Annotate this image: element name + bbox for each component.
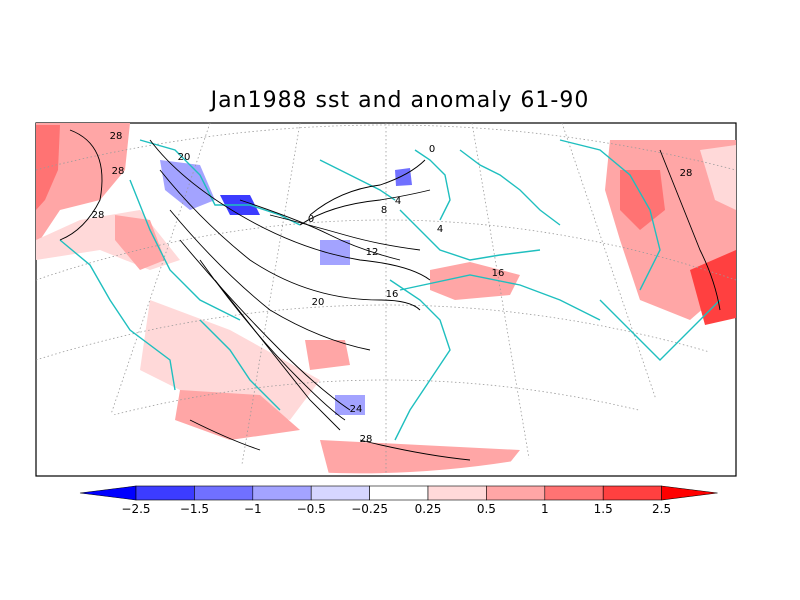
colorbar-segment (544, 485, 604, 501)
contour-label: 28 (110, 131, 123, 142)
colorbar-tick-label: 1 (541, 502, 549, 516)
colorbar-tick-label: −1.5 (180, 502, 209, 516)
anomaly-patch (320, 240, 350, 265)
colorbar-tick-label: 0.25 (415, 502, 442, 516)
anomaly-patch (305, 340, 350, 370)
contour-label: 8 (381, 205, 387, 216)
contour-label: 0 (429, 144, 435, 155)
anomaly-patch (430, 262, 520, 300)
anomaly-patch (140, 300, 320, 420)
contour-label: 24 (350, 404, 363, 415)
contour-label: 4 (437, 224, 443, 235)
anomaly-patch (700, 145, 736, 210)
anomaly-patch (115, 215, 165, 270)
colorbar-arrow-high (661, 485, 718, 501)
map-title: Jan1988 sst and anomaly 61-90 (210, 88, 590, 113)
colorbar-segment (252, 485, 312, 501)
colorbar-segment (369, 485, 429, 501)
colorbar-tick-label: 0.5 (477, 502, 496, 516)
contour-label: 12 (366, 247, 379, 258)
anomaly-patch (335, 395, 365, 415)
colorbar-tick-label: −2.5 (121, 502, 150, 516)
sst-contours (59, 129, 721, 461)
colorbar-segment (135, 485, 195, 501)
coastlines (59, 139, 721, 441)
anomaly-patch (395, 168, 412, 186)
contour-label: 28 (112, 166, 125, 177)
anomaly-patch (36, 125, 60, 210)
colorbar-segment (602, 485, 662, 501)
colorbar-arrow-low (79, 485, 137, 501)
anomaly-patch (36, 123, 130, 260)
anomaly-shading (36, 123, 736, 474)
colorbar-tick-label: −0.5 (297, 502, 326, 516)
colorbar: −2.5 −1.5 −1 −0.5 −0.25 0.25 0.5 1 1.5 2.5 (79, 485, 718, 516)
colorbar-segment (486, 485, 546, 501)
colorbar-tick-label: −1 (244, 502, 262, 516)
contour-label: 20 (178, 152, 191, 163)
contour-label: 4 (395, 196, 401, 207)
colorbar-segment (427, 485, 487, 501)
contour-label: 16 (386, 289, 399, 300)
contour-label: 16 (492, 268, 505, 279)
contour-label: 28 (92, 210, 105, 221)
contour-label: 0 (308, 214, 314, 225)
anomaly-patch (620, 170, 665, 230)
contour-label: 28 (360, 434, 373, 445)
colorbar-tick-label: 1.5 (594, 502, 613, 516)
colorbar-tick-label: −0.25 (351, 502, 388, 516)
graticule (36, 123, 736, 474)
colorbar-segment (310, 485, 370, 501)
colorbar-segment (194, 485, 254, 501)
contour-label: 20 (312, 297, 325, 308)
colorbar-tick-label: 2.5 (652, 502, 671, 516)
contour-label: 28 (680, 168, 693, 179)
anomaly-patch (160, 160, 215, 210)
